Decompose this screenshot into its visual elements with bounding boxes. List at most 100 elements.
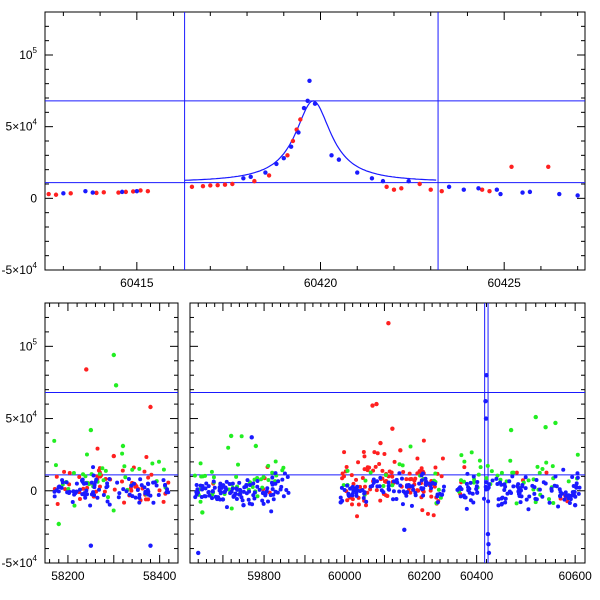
data-point [372, 450, 377, 455]
data-point [533, 414, 538, 420]
data-point [486, 485, 491, 490]
data-point [386, 480, 391, 485]
data-point [55, 501, 60, 506]
data-point [392, 459, 397, 464]
data-point [242, 485, 247, 490]
data-point [349, 473, 354, 478]
data-point [354, 477, 359, 482]
y-tick-label: 5×104 [6, 410, 38, 426]
data-point [248, 482, 253, 487]
data-point [134, 484, 139, 489]
data-point [417, 481, 422, 486]
data-point [381, 483, 386, 488]
data-point [146, 492, 151, 497]
data-point [375, 479, 380, 484]
data-point [428, 187, 433, 192]
data-point [138, 188, 143, 193]
data-point [484, 373, 489, 378]
data-point [407, 471, 412, 476]
data-point [266, 499, 271, 504]
data-point [429, 486, 434, 491]
data-point [403, 491, 408, 496]
data-point [251, 493, 256, 498]
data-point [569, 493, 574, 498]
data-point [161, 478, 166, 483]
data-point [456, 486, 461, 491]
data-point [573, 494, 578, 499]
data-point [571, 490, 576, 495]
data-point [462, 459, 467, 464]
data-point [224, 505, 229, 510]
data-point [342, 450, 347, 455]
data-point [482, 496, 487, 501]
data-point [269, 480, 274, 485]
data-point [563, 493, 568, 498]
data-point [105, 495, 110, 500]
data-point [371, 480, 376, 485]
data-point [119, 189, 125, 195]
data-point [263, 492, 268, 497]
data-point [557, 487, 562, 492]
data-point [133, 495, 138, 500]
data-point [107, 502, 112, 507]
data-point [471, 480, 476, 485]
data-point [534, 497, 539, 502]
data-point [241, 176, 246, 181]
data-point [165, 487, 170, 492]
data-point [398, 483, 403, 488]
data-point [508, 427, 514, 433]
data-point [200, 183, 206, 189]
data-point [64, 480, 69, 485]
data-point [228, 433, 234, 439]
data-point [544, 460, 549, 465]
data-point [238, 491, 243, 496]
data-point [226, 445, 231, 450]
data-point [369, 176, 375, 181]
data-point [224, 487, 229, 492]
data-point [207, 493, 212, 498]
data-point [576, 491, 581, 496]
data-point [257, 487, 262, 492]
data-point [312, 101, 318, 106]
data-point [486, 542, 491, 547]
data-point [92, 493, 97, 498]
data-point [67, 470, 72, 475]
data-point [234, 496, 239, 501]
data-point [95, 495, 100, 500]
data-point [273, 481, 278, 486]
data-point [298, 117, 303, 122]
data-point [255, 478, 260, 483]
data-point [218, 481, 223, 486]
data-point [502, 482, 507, 487]
data-point [249, 435, 254, 440]
data-point [474, 486, 479, 491]
data-point [408, 484, 413, 489]
data-point [468, 480, 473, 485]
data-point [137, 500, 142, 505]
data-point [192, 473, 197, 478]
data-point [148, 404, 153, 410]
data-point [420, 487, 425, 492]
data-point [62, 469, 67, 474]
data-point [386, 483, 391, 488]
y-tick-label: -5×104 [2, 554, 38, 570]
data-point [268, 493, 273, 498]
data-point [59, 485, 64, 490]
data-point [56, 485, 61, 490]
data-point [544, 470, 549, 475]
data-point [154, 483, 159, 488]
data-point [511, 470, 516, 475]
data-point [340, 471, 345, 476]
data-point [354, 490, 359, 495]
data-point [271, 497, 276, 502]
data-point [163, 483, 168, 488]
x-tick-label: 60415 [120, 276, 154, 290]
data-point [485, 463, 490, 468]
data-point [515, 484, 520, 489]
data-point [100, 466, 105, 471]
data-point [101, 478, 106, 483]
data-point [459, 453, 464, 458]
data-point [77, 474, 82, 479]
data-point [206, 490, 211, 495]
data-point [222, 182, 228, 187]
